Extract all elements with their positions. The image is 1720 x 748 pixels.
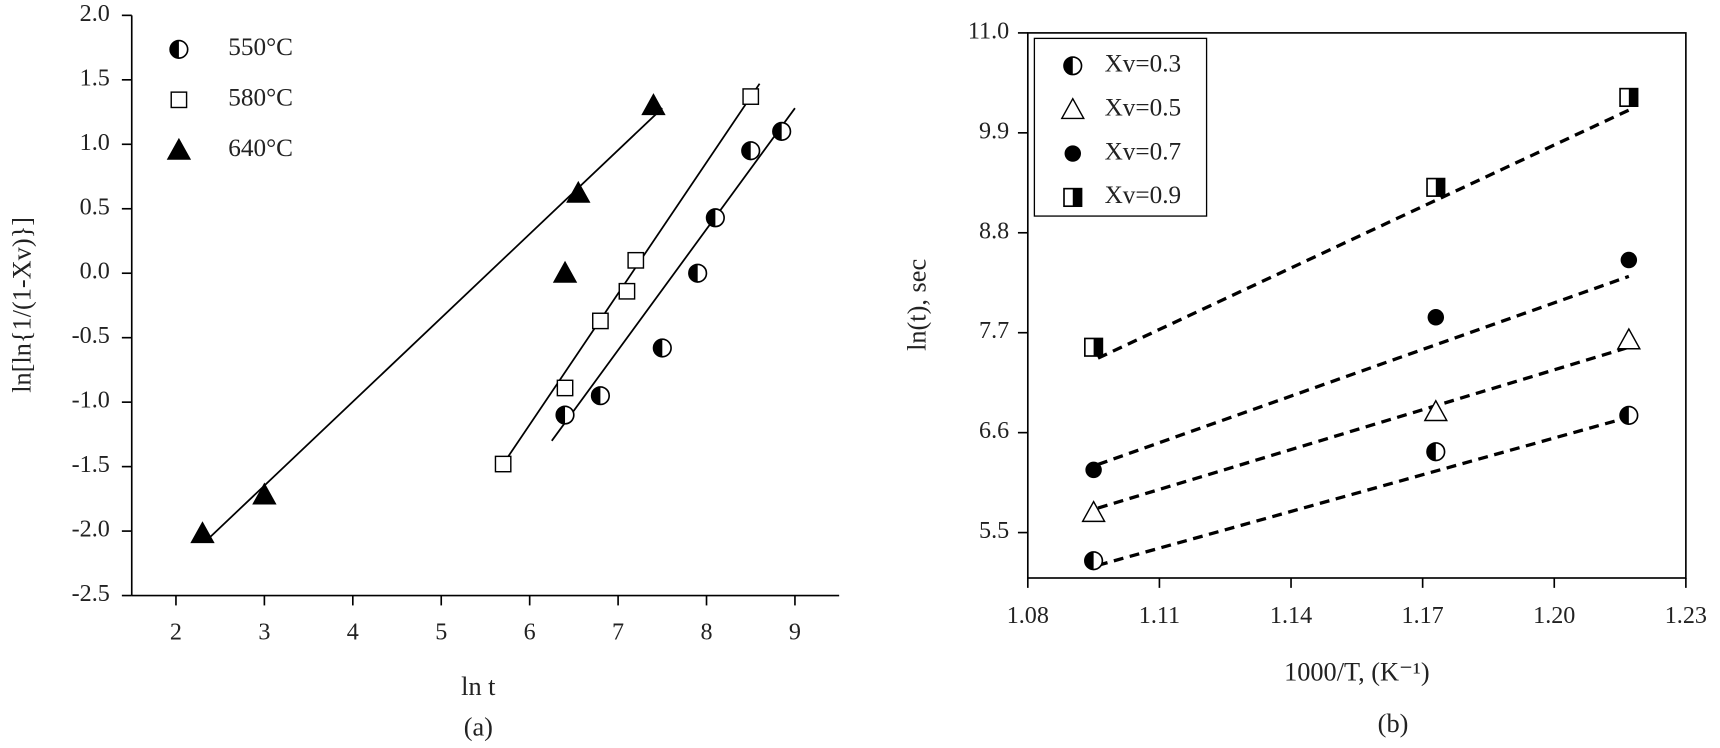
marker <box>190 521 215 544</box>
marker <box>1619 87 1639 108</box>
subtitle: (a) <box>464 712 493 741</box>
legend-label: Xv=0.7 <box>1105 138 1182 165</box>
x-axis-label: 1000/T, (K⁻¹) <box>1284 658 1430 687</box>
legend-label: Xv=0.5 <box>1105 94 1182 121</box>
y-tick-label: 9.9 <box>979 118 1009 144</box>
legend-marker <box>1064 145 1081 162</box>
marker <box>556 379 574 397</box>
x-tick-label: 3 <box>258 619 270 645</box>
legend-marker <box>1063 187 1083 208</box>
x-tick-label: 4 <box>347 619 359 645</box>
y-tick-label: 1.5 <box>80 65 110 91</box>
y-tick-label: -1.5 <box>72 452 110 478</box>
x-tick-label: 1.11 <box>1139 603 1180 629</box>
x-tick-label: 1.14 <box>1270 603 1312 629</box>
x-tick-label: 5 <box>435 619 447 645</box>
legend-label: 640°C <box>228 135 293 162</box>
fit-line <box>1097 345 1630 510</box>
fit-line <box>206 107 663 541</box>
x-axis-label: ln t <box>461 672 496 701</box>
marker <box>652 338 672 358</box>
x-tick-label: 7 <box>612 619 624 645</box>
legend-marker <box>170 91 188 109</box>
subtitle: (b) <box>1378 709 1409 738</box>
marker <box>590 386 611 406</box>
y-tick-label: 8.8 <box>979 218 1009 244</box>
marker <box>1619 405 1639 425</box>
marker <box>592 312 609 330</box>
marker <box>1081 500 1106 523</box>
x-tick-label: 1.20 <box>1533 603 1575 629</box>
y-tick-label: 11.0 <box>968 18 1009 44</box>
y-tick-label: 5.5 <box>979 518 1009 544</box>
marker <box>1423 399 1448 422</box>
y-tick-label: 0.5 <box>80 194 110 220</box>
legend-label: Xv=0.3 <box>1105 51 1182 78</box>
x-tick-label: 9 <box>789 619 801 645</box>
marker <box>252 482 277 505</box>
fit-line <box>1097 274 1630 466</box>
marker <box>1427 309 1445 326</box>
legend-label: Xv=0.9 <box>1105 182 1182 209</box>
fit-line <box>551 107 796 442</box>
fit-line <box>1097 415 1630 567</box>
marker <box>741 141 761 161</box>
marker <box>555 405 575 425</box>
marker <box>1084 551 1104 571</box>
marker <box>627 251 645 269</box>
marker <box>705 208 725 228</box>
x-tick-label: 8 <box>700 619 712 645</box>
y-axis-label: ln(t), sec <box>902 259 931 351</box>
x-tick-label: 1.17 <box>1402 603 1444 629</box>
marker <box>742 88 760 105</box>
marker <box>1084 337 1104 357</box>
marker <box>688 263 708 283</box>
marker <box>1426 177 1446 197</box>
legend-marker <box>166 137 192 160</box>
marker <box>1620 251 1638 269</box>
legend-label: 550°C <box>228 34 293 61</box>
y-tick-label: -2.0 <box>72 517 110 543</box>
y-tick-label: 7.7 <box>979 318 1009 344</box>
x-tick-label: 2 <box>170 619 182 645</box>
y-tick-label: -2.5 <box>72 581 110 607</box>
y-tick-label: 6.6 <box>979 418 1009 444</box>
marker <box>618 282 636 300</box>
x-tick-label: 6 <box>524 619 536 645</box>
marker <box>566 180 591 203</box>
legend-box <box>1033 37 1208 217</box>
marker <box>1085 461 1102 479</box>
marker <box>641 93 666 116</box>
legend-marker <box>1060 97 1085 120</box>
legend-marker <box>169 39 189 59</box>
legend-marker <box>1063 56 1083 76</box>
x-tick-label: 1.23 <box>1665 603 1707 629</box>
legend-label: 580°C <box>228 85 293 112</box>
fit-line <box>502 83 761 465</box>
y-tick-label: 2.0 <box>80 1 110 27</box>
marker <box>1426 442 1446 462</box>
marker <box>772 121 792 141</box>
marker <box>552 260 578 283</box>
marker <box>1616 327 1642 350</box>
y-axis-label: ln[ln{1/(1-Xv)}] <box>7 217 36 393</box>
y-tick-label: -1.0 <box>72 388 110 414</box>
plot-frame <box>1026 32 1687 579</box>
y-tick-label: 0.0 <box>80 259 110 285</box>
x-tick-label: 1.08 <box>1007 603 1049 629</box>
marker <box>494 455 512 473</box>
y-tick-label: -0.5 <box>72 323 110 349</box>
y-tick-label: 1.0 <box>80 130 110 156</box>
